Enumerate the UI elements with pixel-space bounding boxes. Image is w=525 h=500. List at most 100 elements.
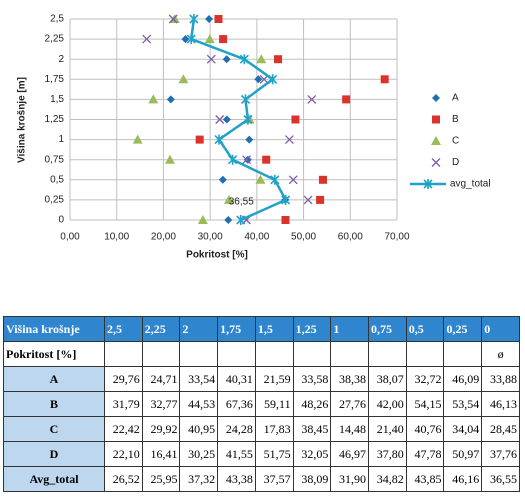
marker-cross [168, 14, 178, 24]
y-tick-label: 1,25 [45, 114, 65, 125]
table-cell: 2,5 [104, 316, 143, 342]
marker-cross [303, 195, 313, 205]
x-tick-label: 30,00 [198, 232, 223, 243]
marker-cross [307, 94, 317, 104]
table-cell: 48,26 [292, 391, 332, 417]
table-cell: 38,38 [330, 366, 370, 392]
marker-triangle [224, 194, 235, 204]
table-cell: 46,16 [443, 466, 483, 492]
x-tick-label: 50,00 [291, 232, 316, 243]
marker-triangle [204, 34, 215, 44]
table-cell: ø [481, 341, 520, 367]
table-cell: 32,72 [405, 366, 445, 392]
table-cell: 33,58 [292, 366, 332, 392]
marker-square [316, 195, 325, 204]
table-cell: 1,5 [254, 316, 294, 342]
table-cell: 46,97 [330, 441, 370, 467]
table-cell: 38,07 [368, 366, 407, 392]
table-cell: 38,45 [292, 416, 332, 442]
marker-diamond [224, 216, 233, 224]
table-row: Višina krošnje 2,5 2,25 2 1,75 1,5 1,25 1 0,75 0,… [3, 316, 520, 342]
marker-star [281, 194, 291, 205]
marker-cross [288, 175, 298, 185]
table-cell: 43,38 [217, 466, 256, 492]
table-cell: 51,75 [254, 441, 294, 467]
table-cell: 29,92 [141, 416, 181, 442]
table-cell: 37,57 [254, 466, 294, 492]
table-cell: 40,76 [405, 416, 445, 442]
table-cell: A [3, 366, 105, 392]
legend-label: C [452, 136, 459, 147]
table-row: Avg_total 26,52 25,95 37,32 43,38 37,57 38,09 3… [3, 466, 520, 492]
table-cell: 22,10 [104, 441, 143, 467]
marker-star [214, 134, 224, 145]
table-cell: 47,78 [405, 441, 445, 467]
table-cell: 42,00 [368, 391, 407, 417]
table-cell: 1 [330, 316, 370, 342]
marker-diamond [222, 55, 231, 64]
table-cell [368, 341, 407, 367]
table-cell: C [3, 416, 105, 442]
table-cell [443, 341, 483, 367]
table-cell: 34,04 [443, 416, 483, 442]
marker-cross [206, 54, 216, 64]
table-cell: 46,13 [481, 391, 520, 417]
marker-diamond [245, 135, 254, 144]
table-cell: 54,15 [405, 391, 445, 417]
marker-square [342, 95, 351, 104]
x-tick-label: 70,00 [384, 232, 409, 243]
marker-diamond [205, 15, 214, 23]
marker-cross [215, 115, 225, 124]
marker-star [186, 34, 196, 45]
table-cell: 53,54 [443, 391, 483, 417]
table-cell: 27,76 [330, 391, 370, 417]
y-tick-label: 1 [58, 134, 64, 145]
table-cell: 46,09 [443, 366, 483, 392]
marker-square [195, 135, 204, 144]
table-cell: 21,40 [368, 416, 407, 442]
table-cell [292, 341, 332, 367]
table-cell: 29,76 [104, 366, 143, 392]
table-cell: 25,95 [141, 466, 181, 492]
y-tick-label: 2 [58, 54, 64, 65]
x-tick-label: 60,00 [338, 232, 363, 243]
table-cell: 36,55 [481, 466, 520, 492]
y-axis-title: Višina krošnje [m] [17, 77, 28, 163]
x-axis-title: Pokritost [%] [186, 250, 248, 261]
table-cell: 43,85 [405, 466, 445, 492]
table-cell [104, 341, 143, 367]
y-tick-label: 0,5 [50, 174, 64, 185]
table-cell: 17,83 [254, 416, 294, 442]
legend-label: A [452, 93, 459, 104]
table-cell: 32,05 [292, 441, 332, 467]
legend-marker [432, 115, 440, 124]
y-tick-label: 0,25 [45, 195, 65, 206]
marker-square [274, 55, 283, 64]
legend-label: D [452, 157, 459, 168]
table-cell: Pokritost [%] [3, 341, 105, 367]
marker-triangle [148, 94, 159, 104]
marker-square [318, 175, 327, 184]
table-cell: 0 [481, 316, 520, 342]
table-cell: 40,95 [179, 416, 219, 442]
marker-star [189, 14, 199, 24]
table-cell: 22,42 [104, 416, 143, 442]
marker-square [380, 75, 389, 84]
table-cell: 1,75 [217, 316, 256, 342]
marker-star [243, 114, 253, 125]
table-cell: 31,79 [104, 391, 143, 417]
table-cell [405, 341, 445, 367]
y-tick-label: 1,75 [45, 74, 65, 85]
table-row: Pokritost [%] ø [3, 341, 520, 367]
legend-marker [423, 179, 433, 189]
table-cell: 0,25 [443, 316, 483, 342]
legend-label: B [452, 114, 459, 125]
table-cell: 0,5 [405, 316, 445, 342]
marker-triangle [197, 215, 208, 224]
table-cell: 31,90 [330, 466, 370, 492]
table-cell: 21,59 [254, 366, 294, 392]
marker-star [240, 94, 251, 105]
table-cell: D [3, 441, 105, 467]
table-cell: 2,25 [141, 316, 181, 342]
